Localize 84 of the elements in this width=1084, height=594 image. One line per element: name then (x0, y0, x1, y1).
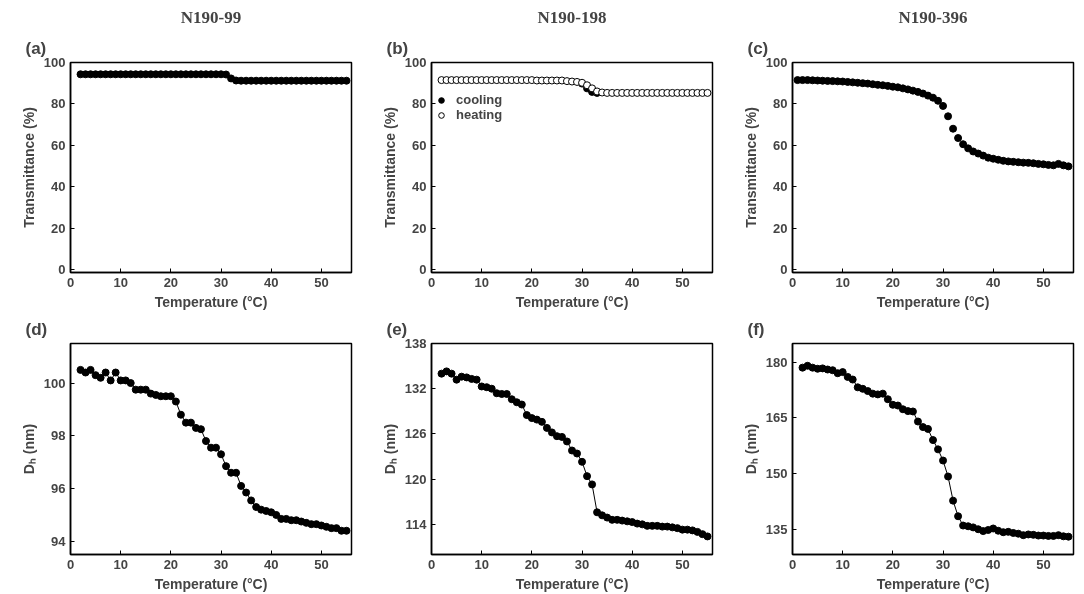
y-tick-label: 0 (780, 261, 788, 277)
x-tick-label: 30 (574, 274, 590, 290)
y-axis-title: Dₕ (nm) (20, 423, 37, 475)
x-tick-label: 10 (835, 274, 850, 290)
y-tick-label: 150 (765, 466, 788, 482)
x-tick-label: 50 (314, 556, 329, 572)
x-tick-label: 20 (885, 274, 901, 290)
x-tick-label: 40 (263, 274, 279, 290)
x-tick-label: 20 (524, 274, 540, 290)
text: (c) (747, 38, 769, 58)
text: (e) (386, 319, 408, 339)
x-tick-label: 30 (213, 274, 229, 290)
text: (d) (25, 319, 48, 339)
y-tick-label: 94 (51, 533, 67, 549)
x-tick-label: 30 (935, 556, 951, 572)
x-axis-title: Temperature (°C) (515, 293, 629, 310)
y-tick-label: 100 (43, 375, 66, 391)
y-tick-label: 180 (765, 354, 788, 370)
legend-label: heating (456, 107, 503, 122)
chart-title: N190-198 (537, 7, 607, 27)
y-tick-label: 100 (43, 55, 66, 70)
y-axis-title: Dₕ (nm) (381, 423, 398, 475)
y-tick-label: 114 (405, 516, 428, 532)
y-tick-label: 60 (412, 137, 427, 153)
y-tick-label: 96 (51, 481, 66, 497)
x-axis-title: Temperature (°C) (876, 575, 990, 592)
y-tick-label: 132 (404, 381, 427, 397)
chart-title: N190-99 (180, 7, 242, 27)
x-tick-label: 20 (163, 274, 179, 290)
text: (a) (25, 38, 47, 58)
y-tick-label: 40 (51, 179, 66, 195)
y-axis-title: Transmittance (%) (742, 107, 759, 228)
x-tick-label: 50 (675, 274, 690, 290)
x-tick-label: 30 (574, 556, 590, 572)
chart-title: N190-396 (898, 7, 968, 27)
x-tick-label: 20 (524, 556, 540, 572)
y-tick-label: 60 (773, 137, 788, 153)
x-axis-title: Temperature (°C) (154, 293, 268, 310)
x-tick-label: 20 (885, 556, 901, 572)
y-tick-label: 135 (765, 521, 788, 537)
x-tick-label: 20 (163, 556, 179, 572)
y-tick-label: 40 (773, 179, 788, 195)
y-tick-label: 40 (412, 179, 427, 195)
x-tick-label: 50 (1036, 274, 1051, 290)
x-tick-label: 10 (113, 274, 128, 290)
x-tick-label: 50 (1036, 556, 1051, 572)
y-tick-label: 60 (51, 137, 66, 153)
y-tick-label: 98 (51, 428, 66, 444)
y-axis-title: Transmittance (%) (381, 107, 398, 228)
x-tick-label: 40 (263, 556, 279, 572)
y-tick-label: 80 (412, 96, 427, 112)
y-tick-label: 20 (773, 220, 788, 236)
y-tick-label: 20 (412, 220, 427, 236)
y-tick-label: 80 (51, 96, 66, 112)
x-axis-title: Temperature (°C) (515, 575, 629, 592)
x-tick-label: 30 (935, 274, 951, 290)
text: (f) (747, 319, 765, 339)
x-tick-label: 40 (985, 556, 1001, 572)
x-axis-title: Temperature (°C) (876, 293, 990, 310)
x-tick-label: 40 (624, 556, 640, 572)
x-tick-label: 50 (675, 556, 690, 572)
x-axis-title: Temperature (°C) (154, 575, 268, 592)
y-tick-label: 120 (404, 471, 427, 487)
y-tick-label: 20 (51, 220, 66, 236)
y-tick-label: 138 (404, 336, 427, 351)
y-tick-label: 0 (419, 261, 427, 277)
y-tick-label: 0 (58, 261, 66, 277)
y-axis-title: Transmittance (%) (20, 107, 37, 228)
y-tick-label: 100 (765, 55, 788, 70)
x-tick-label: 30 (213, 556, 229, 572)
x-tick-label: 10 (835, 556, 850, 572)
x-tick-label: 40 (985, 274, 1001, 290)
y-tick-label: 126 (404, 426, 427, 442)
y-tick-label: 100 (404, 55, 427, 70)
y-tick-label: 165 (765, 410, 788, 426)
y-axis-title: Dₕ (nm) (742, 423, 759, 475)
legend-label: cooling (456, 92, 503, 107)
y-tick-label: 80 (773, 96, 788, 112)
text: (b) (386, 38, 409, 58)
x-tick-label: 40 (624, 274, 640, 290)
x-tick-label: 10 (474, 556, 489, 572)
x-tick-label: 50 (314, 274, 329, 290)
x-tick-label: 10 (113, 556, 128, 572)
x-tick-label: 10 (474, 274, 489, 290)
